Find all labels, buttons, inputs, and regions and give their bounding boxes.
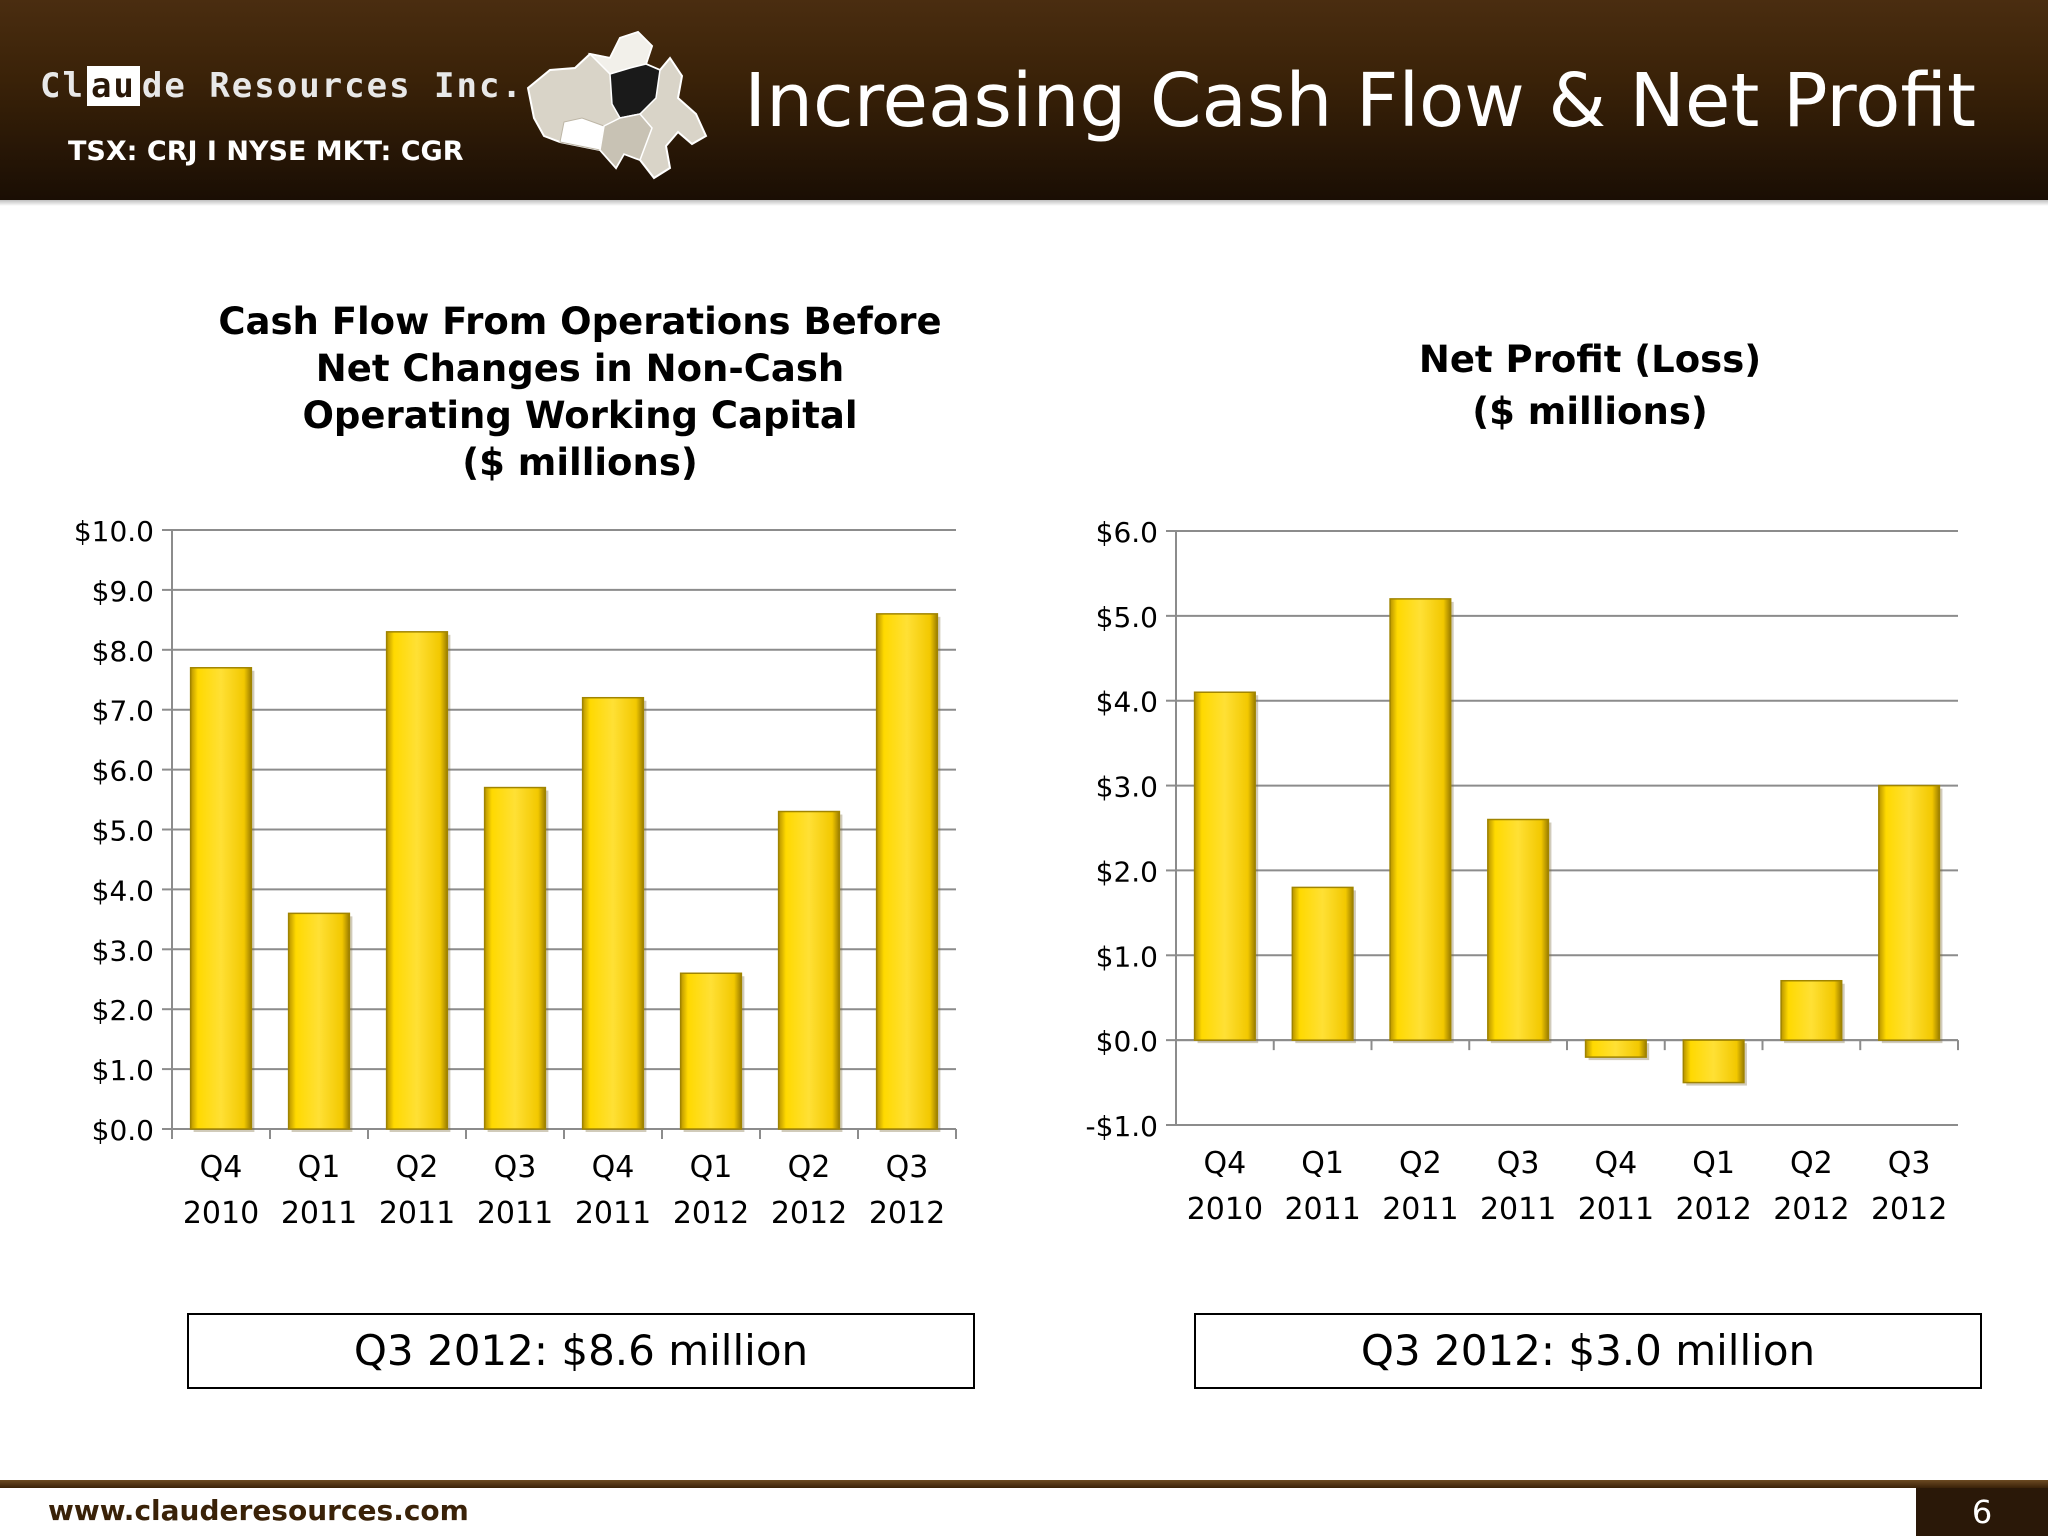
header-banner bbox=[0, 0, 2048, 200]
net-profit-xtick-label-year: 2011 bbox=[1578, 1192, 1654, 1227]
cash-flow-bar bbox=[189, 667, 253, 1130]
cash-flow-title-line-2: Net Changes in Non-Cash bbox=[315, 347, 845, 390]
net-profit-chart-title: Net Profit (Loss) ($ millions) bbox=[1210, 334, 1970, 438]
net-profit-bar bbox=[1291, 886, 1354, 1041]
net-profit-title-line-1: Net Profit (Loss) bbox=[1418, 338, 1762, 381]
slide-title: Increasing Cash Flow & Net Profit bbox=[744, 58, 1976, 144]
net-profit-bar bbox=[1780, 979, 1843, 1041]
net-profit-ytick-label: $6.0 bbox=[1096, 516, 1158, 549]
net-profit-bar bbox=[1487, 818, 1550, 1041]
cash-flow-ytick-label: $5.0 bbox=[92, 815, 154, 848]
cash-flow-xtick-label-year: 2012 bbox=[673, 1196, 749, 1231]
company-name-part2: de Resources Inc. bbox=[141, 66, 524, 106]
net-profit-title-line-2: ($ millions) bbox=[1472, 390, 1708, 433]
cash-flow-title-line-3: Operating Working Capital bbox=[302, 394, 858, 437]
net-profit-ytick-label: $1.0 bbox=[1096, 940, 1158, 973]
net-profit-bar bbox=[1584, 1039, 1647, 1058]
cash-flow-xtick-label-year: 2011 bbox=[379, 1196, 455, 1231]
cash-flow-ytick-label: $0.0 bbox=[92, 1114, 154, 1147]
cash-flow-xtick-label: Q3 bbox=[886, 1150, 929, 1185]
cash-flow-ytick-label: $10.0 bbox=[74, 515, 154, 548]
header-shadow bbox=[0, 200, 2048, 206]
cash-flow-bar bbox=[777, 810, 841, 1130]
cash-flow-ytick-label: $8.0 bbox=[92, 635, 154, 668]
canada-map-icon bbox=[526, 30, 708, 180]
cash-flow-xtick-label-year: 2012 bbox=[771, 1196, 847, 1231]
cash-flow-chart-title: Cash Flow From Operations Before Net Cha… bbox=[175, 298, 985, 486]
net-profit-xtick-label-year: 2011 bbox=[1480, 1192, 1556, 1227]
net-profit-xtick-label: Q2 bbox=[1790, 1146, 1833, 1181]
company-name-au: au bbox=[86, 66, 140, 106]
net-profit-bar bbox=[1682, 1039, 1745, 1084]
cash-flow-ytick-label: $6.0 bbox=[92, 755, 154, 788]
cash-flow-bar bbox=[483, 786, 547, 1130]
net-profit-bar bbox=[1193, 691, 1256, 1041]
net-profit-xtick-label-year: 2012 bbox=[1675, 1192, 1751, 1227]
net-profit-ytick-label: $2.0 bbox=[1096, 855, 1158, 888]
net-profit-xtick-label: Q1 bbox=[1301, 1146, 1344, 1181]
net-profit-ytick-label: $4.0 bbox=[1096, 686, 1158, 719]
cash-flow-title-line-1: Cash Flow From Operations Before bbox=[218, 300, 942, 343]
cash-flow-xtick-label: Q4 bbox=[592, 1150, 635, 1185]
cash-flow-xtick-label: Q2 bbox=[396, 1150, 439, 1185]
company-logo: Cl au de Resources Inc. bbox=[40, 66, 524, 106]
net-profit-ytick-label: -$1.0 bbox=[1086, 1110, 1158, 1143]
net-profit-callout: Q3 2012: $3.0 million bbox=[1194, 1313, 1982, 1389]
cash-flow-ytick-label: $9.0 bbox=[92, 575, 154, 608]
ticker-symbols: TSX: CRJ I NYSE MKT: CGR bbox=[68, 136, 464, 167]
cash-flow-xtick-label: Q2 bbox=[788, 1150, 831, 1185]
net-profit-xtick-label: Q3 bbox=[1497, 1146, 1540, 1181]
cash-flow-bar bbox=[287, 912, 351, 1130]
cash-flow-ytick-label: $7.0 bbox=[92, 695, 154, 728]
cash-flow-xtick-label-year: 2011 bbox=[575, 1196, 651, 1231]
cash-flow-ytick-label: $2.0 bbox=[92, 994, 154, 1027]
cash-flow-bar-chart: $0.0 $1.0 $2.0 $3.0 $4.0 $5.0 $6.0 $7.0 $8.0 $9.0… bbox=[74, 515, 957, 1231]
cash-flow-xtick-label-year: 2012 bbox=[869, 1196, 945, 1231]
cash-flow-xtick-label-year: 2010 bbox=[183, 1196, 259, 1231]
footer-website: www.clauderesources.com bbox=[48, 1494, 469, 1527]
net-profit-xtick-label: Q4 bbox=[1595, 1146, 1638, 1181]
net-profit-xtick-label-year: 2012 bbox=[1871, 1192, 1947, 1227]
net-profit-xtick-label-year: 2012 bbox=[1773, 1192, 1849, 1227]
net-profit-ytick-label: $5.0 bbox=[1096, 601, 1158, 634]
net-profit-xtick-label: Q3 bbox=[1888, 1146, 1931, 1181]
cash-flow-xtick-label: Q1 bbox=[690, 1150, 733, 1185]
net-profit-ytick-label: $3.0 bbox=[1096, 771, 1158, 804]
cash-flow-bar bbox=[385, 631, 449, 1130]
cash-flow-callout: Q3 2012: $8.6 million bbox=[187, 1313, 975, 1389]
cash-flow-xtick-label-year: 2011 bbox=[281, 1196, 357, 1231]
net-profit-xtick-label: Q4 bbox=[1204, 1146, 1247, 1181]
net-profit-xtick-label: Q2 bbox=[1399, 1146, 1442, 1181]
cash-flow-ytick-label: $1.0 bbox=[92, 1054, 154, 1087]
net-profit-ytick-label: $0.0 bbox=[1096, 1025, 1158, 1058]
net-profit-bar-chart: -$1.0 $0.0 $1.0 $2.0 $3.0 $4.0 $5.0 $6.0 Q4 2010 Q… bbox=[1086, 516, 1959, 1227]
net-profit-xtick-label: Q1 bbox=[1692, 1146, 1735, 1181]
cash-flow-title-line-4: ($ millions) bbox=[462, 441, 698, 484]
cash-flow-ytick-label: $3.0 bbox=[92, 934, 154, 967]
cash-flow-bar bbox=[581, 696, 645, 1130]
net-profit-xtick-label-year: 2011 bbox=[1382, 1192, 1458, 1227]
cash-flow-bar bbox=[875, 613, 939, 1130]
cash-flow-xtick-label: Q1 bbox=[298, 1150, 341, 1185]
net-profit-bar bbox=[1389, 598, 1452, 1041]
page-number: 6 bbox=[1916, 1488, 2048, 1536]
cash-flow-xtick-label: Q4 bbox=[200, 1150, 243, 1185]
footer-divider bbox=[0, 1480, 2048, 1488]
net-profit-xtick-label-year: 2010 bbox=[1187, 1192, 1263, 1227]
company-name-part1: Cl bbox=[40, 66, 85, 106]
cash-flow-xtick-label-year: 2011 bbox=[477, 1196, 553, 1231]
cash-flow-xtick-label: Q3 bbox=[494, 1150, 537, 1185]
net-profit-bar bbox=[1878, 784, 1941, 1041]
cash-flow-ytick-label: $4.0 bbox=[92, 874, 154, 907]
net-profit-xtick-label-year: 2011 bbox=[1284, 1192, 1360, 1227]
cash-flow-bar bbox=[679, 972, 743, 1130]
